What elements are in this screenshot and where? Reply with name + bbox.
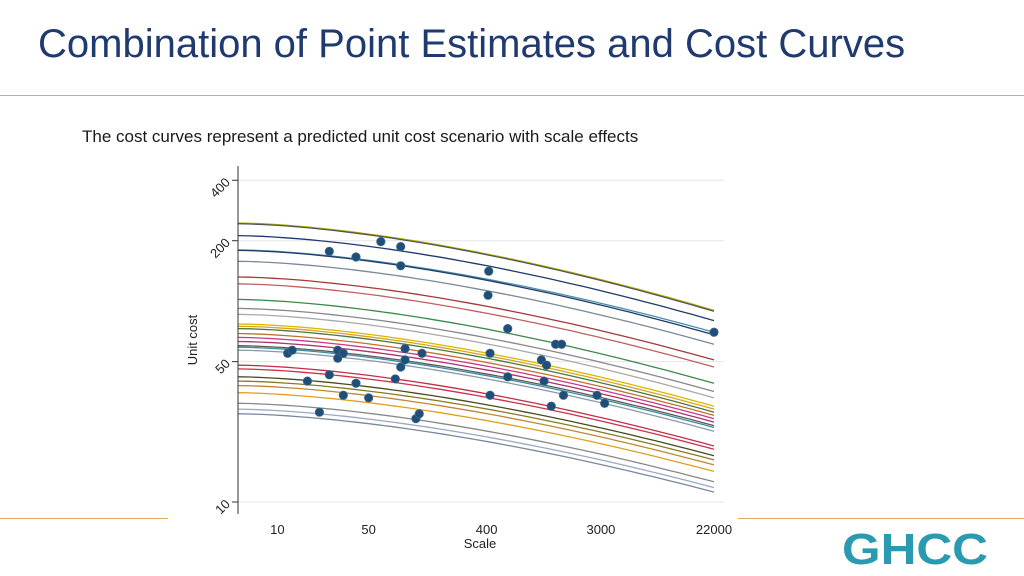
cost-curve-29 bbox=[237, 413, 715, 493]
cost-curve-6 bbox=[237, 260, 715, 345]
point-estimate-23 bbox=[414, 409, 424, 419]
x-tick-label-3: 3000 bbox=[586, 522, 615, 537]
cost-curve-23 bbox=[237, 376, 715, 457]
point-estimate-15 bbox=[396, 261, 406, 271]
cost-curve-20 bbox=[237, 349, 715, 432]
cost-curve-16 bbox=[237, 336, 715, 420]
point-estimate-17 bbox=[364, 393, 374, 403]
cost-curve-26 bbox=[237, 392, 715, 473]
y-tick-label-0: 10 bbox=[212, 496, 233, 517]
point-estimate-39 bbox=[709, 327, 719, 337]
logo-text: GHCC bbox=[842, 525, 988, 570]
slide-subtitle: The cost curves represent a predicted un… bbox=[82, 127, 639, 146]
point-estimate-5 bbox=[324, 246, 334, 256]
cost-curve-17 bbox=[237, 340, 715, 423]
slide-title: Combination of Point Estimates and Cost … bbox=[38, 22, 906, 66]
point-estimate-33 bbox=[546, 401, 556, 411]
cost-curve-3 bbox=[237, 234, 715, 322]
cost-curve-5 bbox=[237, 249, 715, 336]
point-estimate-24 bbox=[484, 266, 494, 276]
point-estimate-35 bbox=[557, 339, 567, 349]
cost-curve-10 bbox=[237, 307, 715, 393]
point-estimate-9 bbox=[338, 348, 348, 358]
x-tick-label-2: 400 bbox=[476, 522, 498, 537]
title-divider bbox=[0, 95, 1024, 96]
cost-curve-11 bbox=[237, 313, 715, 399]
cost-curve-14 bbox=[237, 327, 715, 413]
point-estimate-19 bbox=[400, 344, 410, 354]
ghcc-logo: GHCC bbox=[842, 525, 988, 570]
x-tick-label-0: 10 bbox=[270, 522, 284, 537]
cost-curve-15 bbox=[237, 332, 715, 417]
point-estimate-11 bbox=[351, 252, 361, 262]
point-estimate-14 bbox=[396, 241, 406, 252]
cost-curve-8 bbox=[237, 283, 715, 368]
cost-curve-19 bbox=[237, 346, 715, 429]
y-axis-label: Unit cost bbox=[185, 314, 200, 365]
point-estimate-36 bbox=[558, 390, 569, 400]
point-estimate-21 bbox=[417, 348, 427, 358]
point-estimate-29 bbox=[503, 372, 513, 382]
cost-curve-9 bbox=[237, 298, 715, 384]
plot-background bbox=[238, 166, 724, 514]
y-tick-label-2: 200 bbox=[207, 235, 233, 261]
point-estimate-32 bbox=[541, 360, 552, 370]
cost-curve-27 bbox=[237, 402, 715, 483]
point-estimate-38 bbox=[600, 398, 610, 408]
point-estimate-28 bbox=[503, 324, 513, 334]
point-estimate-13 bbox=[376, 236, 386, 247]
footer-divider-left bbox=[0, 518, 168, 519]
cost-curve-12 bbox=[237, 323, 715, 407]
y-tick-label-3: 400 bbox=[207, 175, 233, 201]
cost-curve-21 bbox=[237, 364, 715, 447]
point-estimate-3 bbox=[302, 376, 313, 386]
point-estimate-27 bbox=[485, 390, 495, 400]
point-layer bbox=[283, 236, 719, 424]
x-tick-label-1: 50 bbox=[361, 522, 375, 537]
point-estimate-26 bbox=[485, 348, 495, 358]
cost-curve-22 bbox=[237, 368, 715, 450]
cost-curve-2 bbox=[237, 223, 715, 312]
point-estimate-20 bbox=[400, 355, 410, 365]
point-estimate-31 bbox=[539, 376, 549, 386]
curve-layer bbox=[237, 222, 715, 493]
point-estimate-37 bbox=[592, 390, 602, 400]
point-estimate-18 bbox=[390, 374, 400, 384]
point-estimate-6 bbox=[324, 370, 334, 380]
point-estimate-16 bbox=[396, 362, 406, 372]
point-estimate-2 bbox=[287, 345, 297, 355]
cost-curve-13 bbox=[237, 325, 715, 410]
point-estimate-12 bbox=[351, 378, 361, 388]
point-estimate-10 bbox=[338, 390, 348, 400]
cost-curve-7 bbox=[237, 276, 715, 361]
x-tick-label-4: 22000 bbox=[696, 522, 732, 537]
cost-curve-18 bbox=[237, 345, 715, 427]
cost-curve-24 bbox=[237, 380, 715, 461]
cost-curve-1 bbox=[237, 222, 715, 312]
point-estimate-4 bbox=[314, 407, 325, 417]
cost-curve-25 bbox=[237, 384, 715, 466]
point-estimate-25 bbox=[483, 290, 493, 300]
footer-divider-right bbox=[738, 518, 1024, 519]
y-tick-label-1: 50 bbox=[212, 356, 233, 377]
x-axis-label: Scale bbox=[464, 536, 497, 551]
